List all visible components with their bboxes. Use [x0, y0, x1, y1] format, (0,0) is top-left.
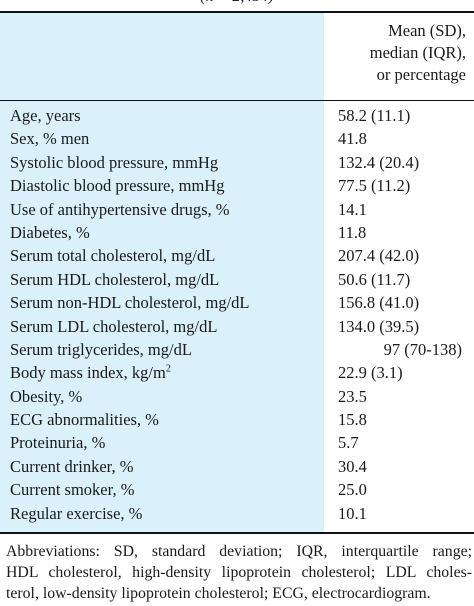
table-row: Sex, % men 41.8 [0, 127, 474, 150]
row-label: Serum total cholesterol, mg/dL [10, 246, 216, 266]
row-value: 5.7 [338, 433, 359, 453]
table-row: Serum triglycerides, mg/dL 97 (70-138) [0, 338, 474, 361]
table-body: Age, years 58.2 (11.1) Sex, % men 41.8 Sys… [0, 104, 474, 525]
row-label: Serum non-HDL cholesterol, mg/dL [10, 293, 250, 313]
row-label: Use of antihypertensive drugs, % [10, 199, 230, 219]
row-label-text: Body mass index, kg/m [10, 363, 166, 383]
row-label: Diabetes, % [10, 222, 90, 242]
header-line-3: or percentage [376, 65, 466, 84]
table-row: Systolic blood pressure, mmHg 132.4 (20.4… [0, 151, 474, 174]
row-label: Obesity, % [10, 386, 83, 406]
row-value: 11.8 [338, 222, 367, 242]
superscript: 2 [165, 363, 171, 375]
table-row: Obesity, % 23.5 [0, 385, 474, 408]
row-label: Regular exercise, % [10, 503, 143, 523]
table-row: Serum total cholesterol, mg/dL 207.4 (42.… [0, 244, 474, 267]
table-row: Regular exercise, % 10.1 [0, 502, 474, 525]
row-value: 134.0 (39.5) [338, 316, 420, 336]
row-value: 14.1 [338, 199, 367, 219]
table-row: Serum LDL cholesterol, mg/dL 134.0 (39.5) [0, 315, 474, 338]
row-label: Current smoker, % [10, 480, 135, 500]
row-label: Sex, % men [10, 129, 90, 149]
row-label: Serum LDL cholesterol, mg/dL [10, 316, 218, 336]
bottom-rule [0, 532, 474, 534]
label-column-shading [0, 12, 324, 532]
row-label: Proteinuria, % [10, 433, 106, 453]
row-label: Current drinker, % [10, 456, 134, 476]
row-value: 156.8 (41.0) [338, 293, 420, 313]
header-line-2: median (IQR), [369, 43, 466, 62]
row-value: 41.8 [338, 129, 367, 149]
table-footnote: Abbreviations: SD, standard deviation; I… [6, 541, 472, 604]
row-value: 30.4 [338, 456, 367, 476]
row-value: 50.6 (11.7) [338, 269, 411, 289]
row-label: Age, years [10, 106, 81, 125]
table-row: Serum non-HDL cholesterol, mg/dL 156.8 (4… [0, 291, 474, 314]
row-value: 10.1 [338, 503, 367, 523]
table-row: Current smoker, % 25.0 [0, 478, 474, 501]
row-label: Serum triglycerides, mg/dL [10, 339, 192, 359]
row-value: 22.9 (3.1) [338, 363, 403, 383]
table-row: Serum HDL cholesterol, mg/dL 50.6 (11.7) [0, 268, 474, 291]
row-value: 132.4 (20.4) [338, 152, 420, 172]
table-row: ECG abnormalities, % 15.8 [0, 408, 474, 431]
footnote-line-2: HDL cholesterol, high-density lipoprotei… [6, 564, 472, 581]
row-value: 77.5 (11.2) [338, 176, 411, 196]
row-label: Serum HDL cholesterol, mg/dL [10, 269, 220, 289]
table-row: Body mass index, kg/m2 22.9 (3.1) [0, 361, 474, 384]
row-value: 207.4 (42.0) [338, 246, 420, 266]
row-label: ECG abnormalities, % [10, 410, 159, 430]
row-label: Diastolic blood pressure, mmHg [10, 176, 225, 196]
table-row: Use of antihypertensive drugs, % 14.1 [0, 198, 474, 221]
row-label: Body mass index, kg/m2 [10, 361, 171, 384]
row-value: 25.0 [338, 480, 367, 500]
row-label: Systolic blood pressure, mmHg [10, 152, 219, 172]
table-row: Diastolic blood pressure, mmHg 77.5 (11.2… [0, 174, 474, 197]
header-line-1: Mean (SD), [388, 21, 466, 40]
top-rule [0, 11, 474, 13]
value-column-header: Mean (SD), median (IQR), or percentage [316, 20, 466, 86]
table-row: Age, years 58.2 (11.1) [0, 104, 474, 127]
table-caption-fragment: (n = 2,454) [0, 0, 474, 8]
footnote-line-1: Abbreviations: SD, standard deviation; I… [6, 543, 472, 560]
row-value: 15.8 [338, 410, 367, 430]
table-row: Current drinker, % 30.4 [0, 455, 474, 478]
header-rule [0, 100, 474, 101]
row-value: 58.2 (11.1) [338, 106, 411, 125]
footnote-line-3: terol, low-density lipoprotein cholester… [6, 585, 431, 602]
row-value: 97 (70-138) [383, 339, 462, 359]
row-value: 23.5 [338, 386, 367, 406]
table-row: Diabetes, % 11.8 [0, 221, 474, 244]
table-row: Proteinuria, % 5.7 [0, 431, 474, 454]
